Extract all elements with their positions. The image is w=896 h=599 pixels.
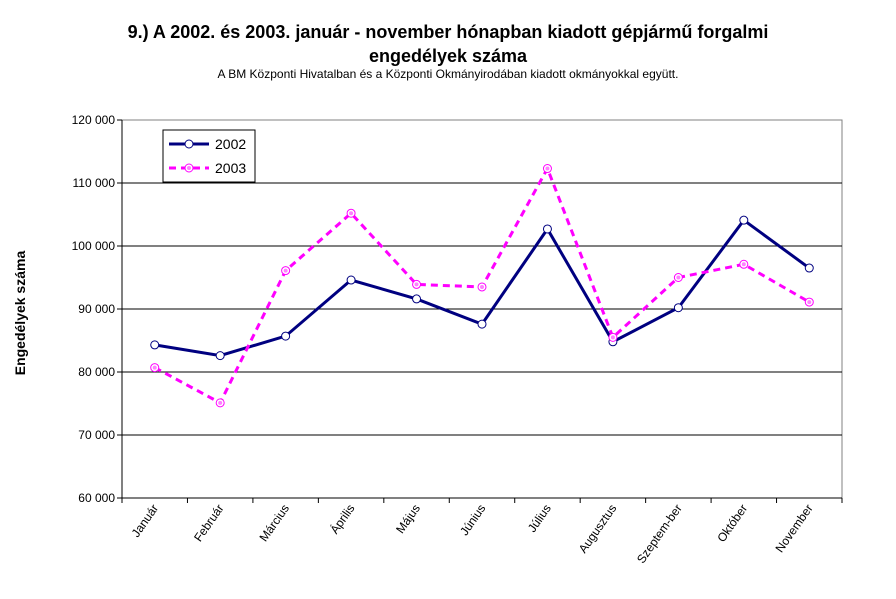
data-point-fill-2003 xyxy=(610,335,615,340)
legend-marker-fill-2003 xyxy=(187,166,191,170)
x-tick-label: Július xyxy=(525,502,554,535)
y-tick-label: 80 000 xyxy=(78,365,115,379)
x-tick-label: Június xyxy=(457,502,488,538)
x-tick-label: Március xyxy=(257,502,293,544)
chart-title-line1: 9.) A 2002. és 2003. január - november h… xyxy=(127,22,769,42)
legend-box xyxy=(162,129,256,183)
data-point-2002 xyxy=(542,224,552,234)
data-point-fill-2003 xyxy=(480,284,484,289)
legend-marker-2002 xyxy=(184,139,194,149)
legend: 2002 2003 xyxy=(162,129,256,183)
y-tick-label: 60 000 xyxy=(78,491,115,505)
data-point-fill-2003 xyxy=(152,365,157,370)
legend-entry-2002: 2002 xyxy=(215,136,246,152)
data-point-2002 xyxy=(804,263,814,273)
legend-entry-2003: 2003 xyxy=(215,160,246,176)
y-tick-label: 110 000 xyxy=(73,176,116,190)
y-tick-label: 100 000 xyxy=(72,239,116,253)
y-tick-label: 120 000 xyxy=(72,113,116,127)
x-tick-label: Május xyxy=(393,502,423,536)
data-point-2002 xyxy=(281,331,291,341)
data-point-2002 xyxy=(150,340,160,350)
data-point-fill-2003 xyxy=(283,268,288,273)
chart-subtitle: A BM Központi Hivatalban és a Központi O… xyxy=(217,67,679,81)
x-tick-label: Augusztus xyxy=(576,502,620,556)
x-tick-label: Február xyxy=(191,502,227,544)
x-tick-label: Október xyxy=(714,502,750,545)
x-tick-label: Április xyxy=(327,501,358,536)
x-tick-label: Szeptem-ber xyxy=(634,502,685,566)
data-point-2002 xyxy=(477,319,487,329)
series-layer xyxy=(150,164,814,408)
data-point-fill-2003 xyxy=(807,300,812,305)
chart-title-line2: engedélyek száma xyxy=(368,46,528,66)
chart-title: 9.) A 2002. és 2003. január - november h… xyxy=(0,20,896,68)
data-point-fill-2003 xyxy=(414,282,419,287)
data-point-2002 xyxy=(412,294,422,304)
x-tick-label: Január xyxy=(129,502,162,540)
y-tick-label: 70 000 xyxy=(78,428,115,442)
data-point-fill-2003 xyxy=(741,262,746,267)
y-tick-label: 90 000 xyxy=(78,302,115,316)
data-point-2002 xyxy=(346,275,356,285)
data-point-2002 xyxy=(215,351,225,361)
data-point-2002 xyxy=(673,303,683,313)
data-point-fill-2003 xyxy=(218,400,223,405)
x-tick-label: November xyxy=(773,502,816,555)
data-point-fill-2003 xyxy=(545,166,550,171)
data-point-fill-2003 xyxy=(349,211,354,216)
data-point-fill-2003 xyxy=(676,275,681,280)
data-point-2002 xyxy=(739,215,749,225)
